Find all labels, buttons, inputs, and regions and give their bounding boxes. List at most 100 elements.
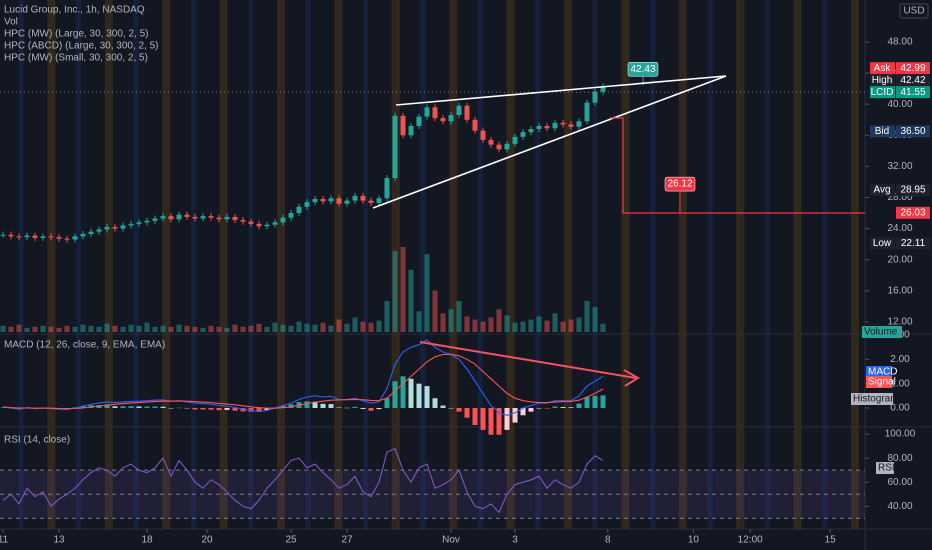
candle bbox=[560, 122, 566, 125]
volume-bar bbox=[392, 251, 398, 332]
x-tick-label: 3 bbox=[512, 535, 518, 546]
x-tick-label: 25 bbox=[285, 535, 297, 546]
histogram-bar bbox=[528, 407, 534, 412]
histogram-bar bbox=[104, 404, 110, 408]
volume-bar bbox=[32, 326, 38, 332]
candle bbox=[304, 202, 310, 207]
candle bbox=[168, 216, 174, 220]
volume-bar bbox=[56, 327, 62, 332]
legend-label: Histogram bbox=[853, 394, 899, 405]
price-badge bbox=[896, 125, 930, 138]
price-badge bbox=[896, 184, 930, 197]
y-tick-label: 24.00 bbox=[887, 223, 912, 234]
volume-bar bbox=[520, 321, 526, 332]
session-stripe bbox=[477, 0, 483, 529]
candle bbox=[480, 130, 486, 140]
volume-bar bbox=[304, 323, 310, 332]
histogram-bar bbox=[320, 403, 326, 408]
annotation-label: 26.12 bbox=[667, 179, 692, 190]
histogram-bar bbox=[496, 407, 502, 435]
candle bbox=[152, 218, 158, 221]
histogram-bar bbox=[80, 406, 86, 408]
series-line bbox=[2, 353, 604, 410]
candle bbox=[224, 216, 230, 220]
session-stripe bbox=[535, 0, 541, 529]
candle bbox=[256, 223, 262, 227]
symbol-title: Lucid Group, Inc., 1h, NASDAQ bbox=[4, 5, 145, 16]
session-stripe bbox=[449, 0, 458, 529]
price-badge-value: 26.03 bbox=[900, 207, 925, 218]
session-stripe bbox=[650, 0, 656, 529]
candle bbox=[64, 238, 70, 240]
price-badge-name-bg bbox=[870, 184, 895, 197]
histogram-bar bbox=[304, 401, 310, 408]
candle bbox=[160, 216, 166, 219]
price-badge-name: Bid bbox=[875, 126, 889, 137]
x-tick-label: Nov bbox=[442, 535, 460, 546]
volume-bar bbox=[272, 322, 278, 332]
plot: 12.0016.0020.0024.0028.0032.0036.0040.00… bbox=[0, 37, 930, 546]
volume-bar bbox=[432, 290, 438, 332]
macd-title: MACD (12, 26, close, 9, EMA, EMA) bbox=[4, 340, 165, 351]
currency-badge[interactable] bbox=[899, 3, 929, 19]
volume-bar bbox=[248, 325, 254, 332]
session-stripe bbox=[305, 0, 311, 529]
volume-bar bbox=[232, 324, 238, 332]
price-badge-name-bg bbox=[870, 74, 895, 87]
price-badge-name-bg bbox=[870, 86, 895, 99]
candle bbox=[272, 222, 278, 225]
session-stripe bbox=[822, 0, 828, 529]
price-badge-name: Avg bbox=[873, 185, 890, 196]
volume-bar bbox=[184, 325, 190, 332]
candle bbox=[400, 115, 406, 136]
candle bbox=[368, 200, 374, 203]
rsi-title: RSI (14, close) bbox=[4, 435, 70, 446]
histogram-bar bbox=[552, 406, 558, 408]
session-stripe bbox=[592, 0, 598, 529]
session-stripe bbox=[736, 0, 745, 529]
candle bbox=[376, 198, 382, 203]
histogram-bar bbox=[120, 406, 126, 408]
histogram-bar bbox=[264, 407, 270, 411]
volume-bar bbox=[264, 326, 270, 332]
y-tick-label: 1.00 bbox=[890, 378, 910, 389]
histogram-bar bbox=[352, 406, 358, 408]
histogram-bar bbox=[312, 401, 318, 408]
candle bbox=[296, 206, 302, 214]
wedge-upper bbox=[395, 85, 613, 106]
volume-bar bbox=[328, 325, 334, 332]
candle bbox=[0, 234, 6, 236]
candle bbox=[576, 121, 582, 127]
candle bbox=[248, 221, 254, 224]
candle bbox=[176, 214, 182, 220]
candle bbox=[144, 220, 150, 223]
volume-label: Volume bbox=[864, 327, 898, 338]
histogram-bar bbox=[248, 407, 254, 412]
histogram-bar bbox=[232, 407, 238, 411]
session-stripe bbox=[851, 0, 859, 529]
histogram-bar bbox=[16, 407, 22, 410]
volume-bar bbox=[120, 326, 126, 332]
histogram-bar bbox=[224, 407, 230, 410]
volume-bar bbox=[584, 300, 590, 332]
x-tick-label: 11 bbox=[0, 535, 9, 546]
candle bbox=[56, 237, 62, 239]
price-badge bbox=[896, 237, 930, 250]
histogram-bar bbox=[288, 404, 294, 408]
volume-badge bbox=[862, 326, 902, 338]
volume-bar bbox=[536, 316, 542, 332]
price-badge-value: 36.50 bbox=[900, 126, 925, 137]
y-tick-label: 28.00 bbox=[887, 192, 912, 203]
candle bbox=[80, 234, 86, 237]
volume-bar bbox=[256, 323, 262, 332]
price-badge-name: LCID bbox=[871, 87, 894, 98]
volume-bar bbox=[464, 316, 470, 332]
histogram-bar bbox=[136, 406, 142, 408]
indicator-label: HPC (MW) (Large, 30, 300, 2, 5) bbox=[4, 29, 149, 40]
session-stripe bbox=[162, 0, 171, 529]
volume-bar bbox=[504, 315, 510, 332]
volume-bar bbox=[344, 323, 350, 332]
volume-bar bbox=[472, 319, 478, 332]
volume-bar bbox=[104, 323, 110, 332]
